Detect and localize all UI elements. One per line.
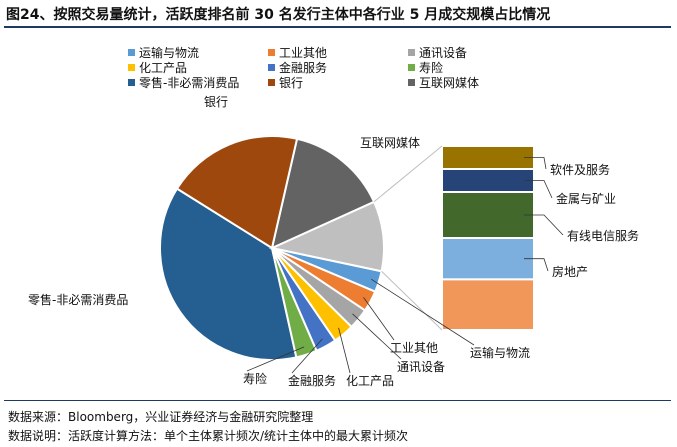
- legend-label: 工业其他: [279, 46, 328, 60]
- bar-segment: [441, 191, 535, 239]
- legend-label: 银行: [279, 76, 304, 90]
- legend-swatch: [268, 64, 275, 71]
- footer-rule: [4, 400, 671, 401]
- leader-line: [246, 346, 305, 372]
- slice-label: 寿险: [243, 371, 267, 386]
- leader-line: [524, 180, 553, 199]
- legend-label: 通讯设备: [419, 46, 468, 60]
- legend-item: 寿险: [408, 59, 443, 76]
- bar-label: 房地产: [552, 264, 588, 279]
- title-rule: [4, 26, 671, 28]
- leader-line: [363, 297, 395, 341]
- bar-segment: [441, 168, 535, 193]
- leader-line: [524, 258, 549, 272]
- bar-label: 软件及服务: [550, 162, 610, 177]
- leader-line: [524, 157, 547, 170]
- legend-item: 银行: [268, 74, 303, 91]
- legend-swatch: [268, 49, 275, 56]
- legend-item: 运输与物流: [128, 44, 199, 61]
- slice-label: 通讯设备: [397, 360, 445, 374]
- legend-label: 化工产品: [139, 61, 188, 75]
- legend-label: 金融服务: [279, 61, 328, 75]
- legend-item: 零售-非必需消费品: [128, 74, 239, 91]
- legend-swatch: [408, 49, 415, 56]
- legend-label: 寿险: [419, 61, 444, 75]
- slice-label: 零售-非必需消费品: [28, 292, 128, 307]
- slice-label: 互联网媒体: [360, 136, 420, 150]
- slice-label: 金融服务: [288, 373, 336, 388]
- leader-line: [291, 338, 323, 374]
- legend-swatch: [408, 64, 415, 71]
- leader-line: [352, 313, 402, 360]
- slice-label: 运输与物流: [470, 345, 530, 360]
- bar-label: 有线电信服务: [567, 228, 639, 243]
- legend-item: 互联网媒体: [408, 74, 479, 91]
- legend-swatch: [128, 49, 135, 56]
- connector-line: [381, 270, 443, 331]
- legend-swatch: [128, 79, 135, 86]
- legend-swatch: [128, 64, 135, 71]
- leader-line: [524, 214, 564, 236]
- pie-slice: [270, 137, 376, 250]
- pie-slice: [268, 200, 385, 273]
- chart-title: 图24、按照交易量统计，活跃度排名前 30 名发行主体中各行业 5 月成交规模占…: [6, 7, 551, 23]
- bar-segment: [441, 278, 535, 331]
- legend-item: 工业其他: [268, 44, 327, 61]
- bar-segment: [441, 145, 535, 170]
- slice-label: 化工产品: [346, 374, 394, 388]
- source-note: 数据来源：Bloomberg，兴业证券经济与金融研究院整理: [8, 410, 314, 424]
- slice-label: 工业其他: [390, 341, 438, 355]
- legend-item: 金融服务: [268, 59, 327, 76]
- slice-label: 银行: [204, 95, 228, 109]
- pie-slice: [175, 135, 299, 250]
- legend-swatch: [408, 79, 415, 86]
- leader-line: [338, 327, 351, 374]
- legend-label: 运输与物流: [139, 46, 200, 60]
- legend-label: 互联网媒体: [419, 76, 480, 90]
- bar-segment: [441, 237, 535, 281]
- legend-item: 通讯设备: [408, 44, 467, 61]
- connector-line: [373, 145, 443, 203]
- method-note: 数据说明：活跃度计算方法：单个主体累计频次/统计主体中的最大累计频次: [8, 429, 409, 443]
- bar-label: 金属与矿业: [556, 191, 616, 206]
- legend-item: 化工产品: [128, 59, 187, 76]
- legend-label: 零售-非必需消费品: [139, 76, 240, 90]
- leader-line: [370, 278, 475, 346]
- pie-slice: [159, 187, 298, 361]
- legend-swatch: [268, 79, 275, 86]
